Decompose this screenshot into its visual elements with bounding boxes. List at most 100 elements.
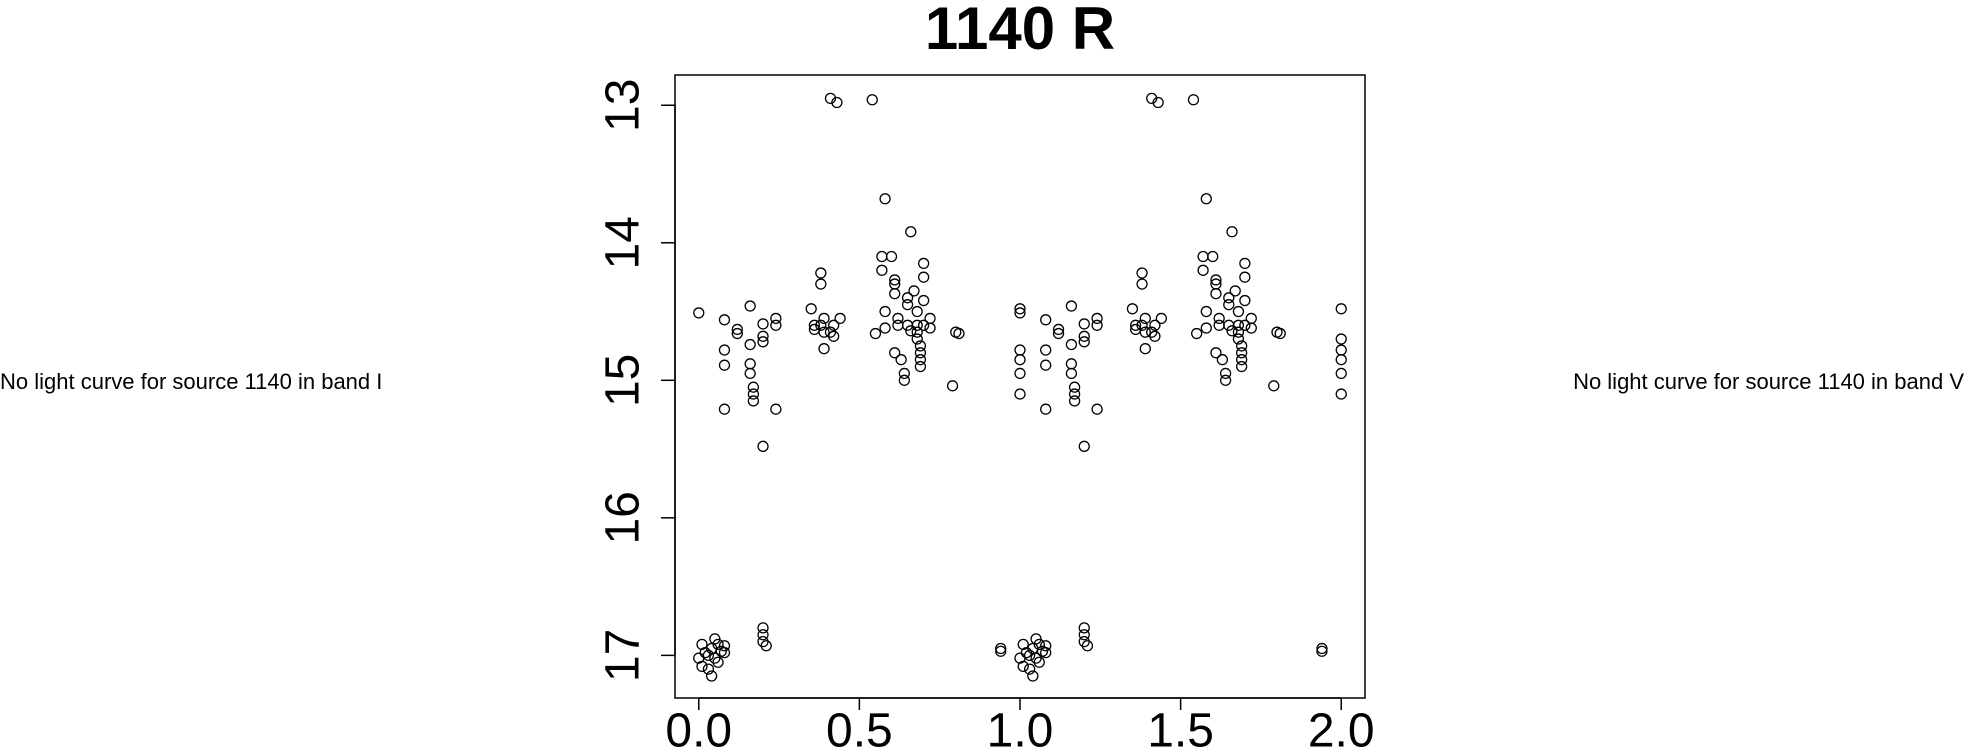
data-point xyxy=(1232,333,1245,345)
data-point xyxy=(1068,395,1081,407)
data-point xyxy=(889,288,901,300)
data-point xyxy=(1219,367,1232,380)
data-point xyxy=(866,94,878,106)
data-point xyxy=(828,330,840,342)
data-point xyxy=(901,299,914,311)
data-point xyxy=(705,670,718,682)
left-note: No light curve for source 1140 in band I xyxy=(0,369,382,394)
data-point xyxy=(1040,646,1052,659)
data-point xyxy=(831,96,843,109)
data-point xyxy=(1210,274,1222,286)
data-point xyxy=(1335,333,1347,345)
data-point xyxy=(905,226,917,238)
data-point xyxy=(702,649,715,662)
data-point xyxy=(1232,319,1245,331)
data-point xyxy=(1235,340,1248,352)
data-point xyxy=(815,267,827,279)
data-point xyxy=(879,322,891,334)
data-point xyxy=(1223,299,1235,311)
data-point xyxy=(693,307,705,319)
data-point xyxy=(1052,327,1065,340)
data-point xyxy=(1316,642,1328,655)
data-point xyxy=(747,381,760,393)
data-point xyxy=(1152,96,1164,109)
data-point xyxy=(1239,319,1251,331)
data-point xyxy=(1052,323,1065,336)
data-point xyxy=(1040,359,1052,371)
data-point xyxy=(1040,314,1052,326)
data-point xyxy=(895,354,907,366)
data-point xyxy=(901,292,914,304)
data-point xyxy=(1033,638,1045,651)
data-point xyxy=(1245,322,1257,334)
data-point xyxy=(712,656,724,668)
data-point xyxy=(818,312,830,325)
data-point xyxy=(757,629,769,641)
y-tick-label: 14 xyxy=(597,216,650,269)
data-point xyxy=(946,380,959,392)
data-point xyxy=(869,327,882,340)
data-point xyxy=(879,193,891,205)
data-point xyxy=(876,264,888,276)
data-point xyxy=(1136,278,1148,290)
data-point xyxy=(1226,226,1238,238)
data-point xyxy=(914,360,927,373)
y-tick-label: 13 xyxy=(597,79,650,132)
data-point xyxy=(709,633,721,645)
data-point xyxy=(1274,327,1286,340)
data-point xyxy=(744,338,756,351)
data-point xyxy=(1023,663,1036,675)
data-point xyxy=(1129,319,1142,331)
data-point xyxy=(828,319,840,331)
data-point xyxy=(1335,303,1347,315)
data-point xyxy=(1014,388,1026,400)
data-point xyxy=(747,395,760,407)
data-point xyxy=(1078,629,1090,641)
data-point xyxy=(1335,388,1347,400)
data-point xyxy=(1139,326,1151,338)
data-point xyxy=(1316,645,1328,657)
data-point xyxy=(1078,336,1090,348)
data-point xyxy=(924,322,936,334)
x-tick-label: 0.5 xyxy=(826,705,893,756)
data-point xyxy=(1091,312,1103,325)
y-tick-label: 15 xyxy=(597,354,650,407)
data-point xyxy=(808,319,821,331)
data-point xyxy=(889,347,901,359)
data-point xyxy=(1014,354,1026,366)
data-point xyxy=(1030,633,1042,645)
data-point xyxy=(1200,322,1212,334)
data-point xyxy=(1226,325,1238,337)
data-point xyxy=(911,319,923,331)
data-point xyxy=(1081,640,1094,652)
data-point xyxy=(818,326,830,338)
data-point xyxy=(1223,292,1235,304)
data-point xyxy=(712,638,724,651)
data-point xyxy=(1014,303,1026,315)
data-point xyxy=(889,274,901,286)
data-point xyxy=(1232,326,1245,338)
data-point xyxy=(1200,305,1212,318)
data-point xyxy=(905,325,917,337)
data-point xyxy=(696,660,708,673)
data-point xyxy=(702,663,715,675)
data-point xyxy=(1014,307,1026,319)
data-point xyxy=(879,305,891,318)
data-point xyxy=(995,642,1007,655)
data-point xyxy=(760,640,772,652)
data-point xyxy=(757,330,769,342)
data-point xyxy=(1235,354,1248,366)
x-tick-label: 1.0 xyxy=(987,705,1054,756)
data-point xyxy=(1023,649,1036,662)
data-point xyxy=(911,326,923,338)
data-point xyxy=(770,403,782,415)
data-point xyxy=(1155,312,1167,325)
x-tick-label: 2.0 xyxy=(1308,705,1375,756)
data-point xyxy=(1235,347,1248,359)
x-tick-label: 1.5 xyxy=(1147,705,1214,756)
data-point xyxy=(898,367,911,380)
data-point xyxy=(1040,640,1052,652)
data-point xyxy=(718,640,731,652)
data-point xyxy=(911,333,923,345)
data-point xyxy=(757,336,769,348)
